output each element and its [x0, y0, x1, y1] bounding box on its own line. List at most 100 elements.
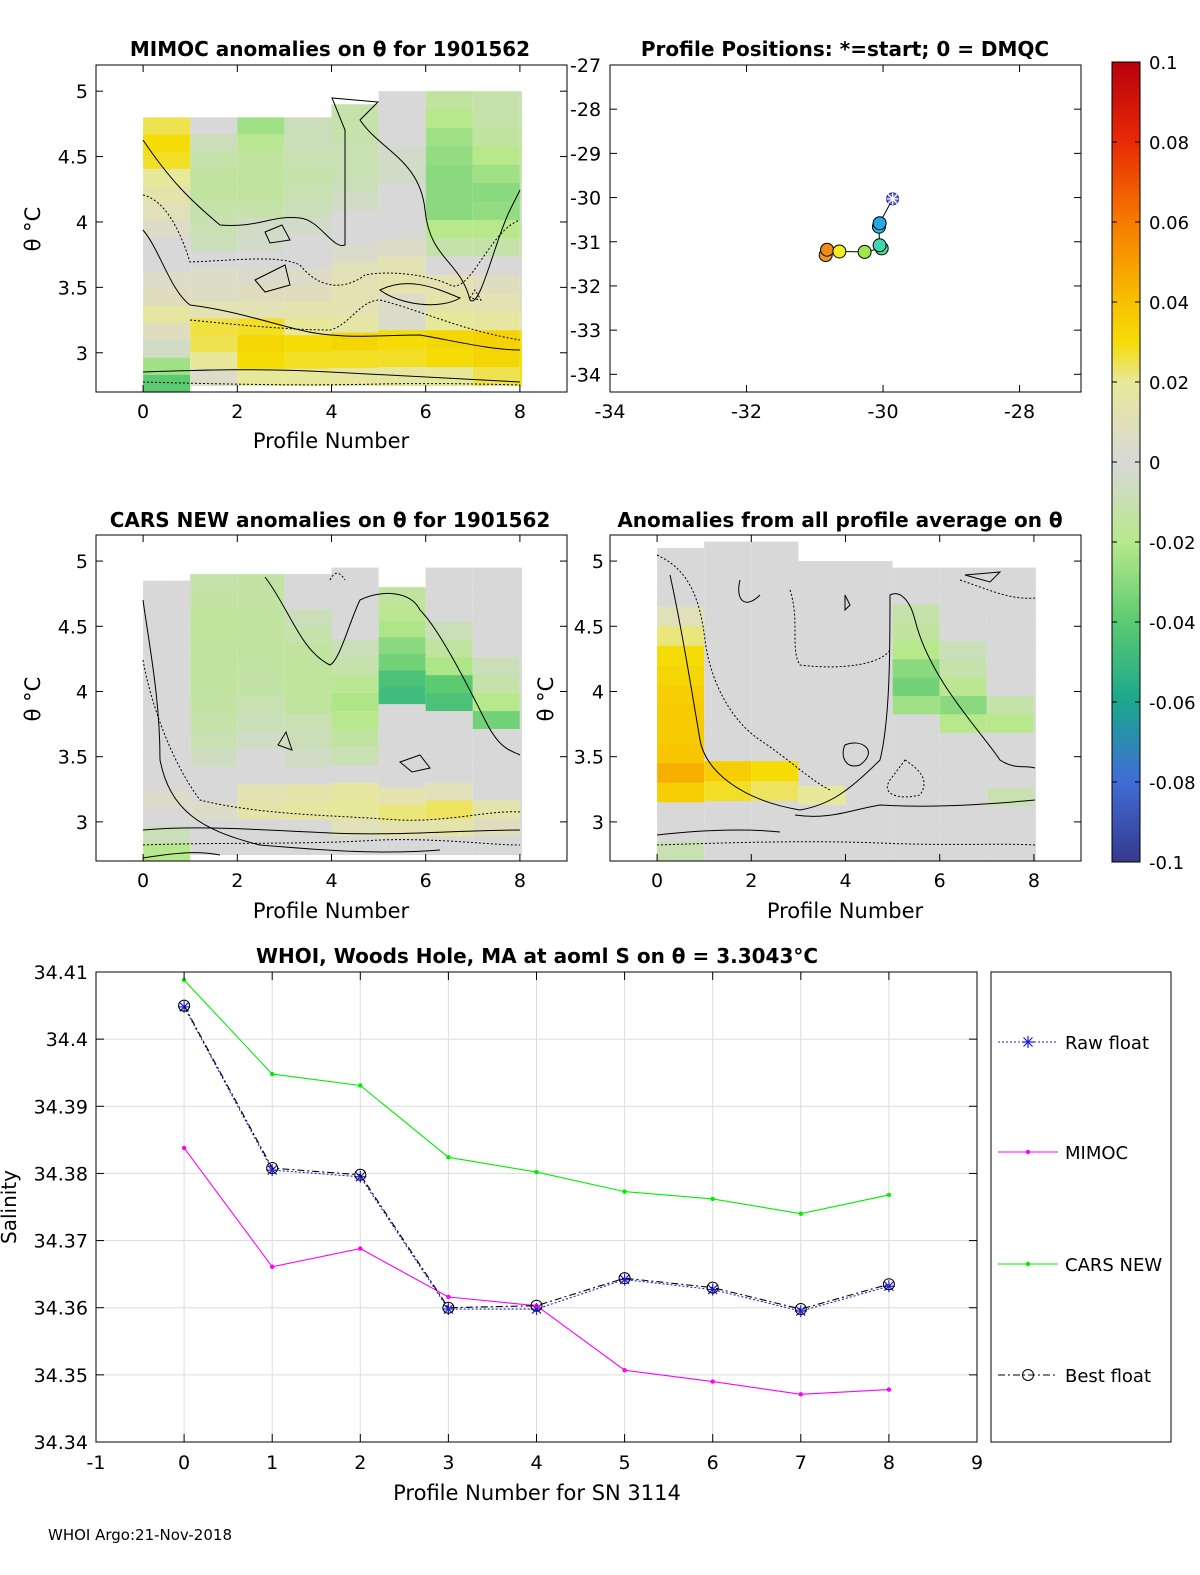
heatmap-cell: [237, 766, 285, 785]
x-tick-label: 0: [137, 870, 149, 892]
heatmap-cell: [1033, 824, 1036, 844]
heatmap-cell: [472, 675, 520, 694]
cars-title: CARS NEW anomalies on θ for 1901562: [110, 508, 551, 532]
heatmap-cell: [331, 693, 379, 712]
heatmap-cell: [378, 238, 426, 258]
heatmap-cell: [237, 626, 285, 645]
heatmap-cell: [704, 601, 752, 622]
heatmap-cell: [378, 330, 426, 350]
heatmap-cell: [284, 696, 332, 715]
footer-credit: WHOI Argo:21-Nov-2018: [48, 1526, 232, 1544]
heatmap-cell: [237, 117, 285, 135]
heatmap-cell: [939, 732, 987, 752]
heatmap-cell: [378, 620, 426, 638]
heatmap-cell: [798, 692, 846, 712]
heatmap-cell: [284, 184, 332, 202]
heatmap-cell: [143, 134, 191, 153]
heatmap-cell: [472, 800, 520, 820]
heatmap-cell: [143, 254, 191, 273]
data-point: [446, 1294, 451, 1300]
mimoc-contour: [142, 369, 521, 383]
heatmap-cell: [704, 761, 752, 782]
legend-label: Raw float: [1065, 1033, 1149, 1054]
heatmap-cell: [657, 704, 705, 725]
y-tick-label: 3: [76, 812, 88, 834]
heatmap-cell: [657, 665, 705, 686]
heatmap-cell: [237, 749, 285, 768]
heatmap-cell: [519, 238, 522, 258]
heatmap-cell: [892, 769, 940, 789]
y-tick-label: 34.37: [34, 1231, 88, 1253]
heatmap-cell: [331, 297, 379, 316]
colorbar-tick-label: 0.06: [1149, 213, 1189, 234]
heatmap-cell: [519, 219, 522, 239]
heatmap-cell: [1033, 640, 1036, 660]
heatmap-cell: [143, 220, 191, 239]
heatmap-cell: [378, 603, 426, 622]
allprofile-contour: [794, 799, 1036, 817]
heatmap-cell: [472, 621, 520, 640]
heatmap-cell: [331, 800, 379, 820]
heatmap-cell: [331, 657, 379, 676]
cars-contour: [399, 754, 431, 773]
heatmap-cell: [939, 640, 987, 660]
heatmap-cell: [190, 574, 238, 593]
heatmap-cell: [751, 681, 799, 702]
allprofile-contour: [789, 589, 891, 668]
heatmap-cell: [798, 636, 846, 656]
heatmap-cell: [892, 677, 940, 697]
heatmap-cell: [331, 728, 379, 748]
heatmap-cell: [657, 724, 705, 745]
axes-frame: [609, 64, 1082, 393]
heatmap-cell: [986, 695, 1034, 715]
heatmap-cell: [331, 209, 379, 228]
heatmap-cell: [143, 271, 191, 290]
profile-position-point: [872, 216, 887, 231]
heatmap-cell: [143, 374, 191, 393]
data-point: [706, 1283, 719, 1296]
heatmap-cell: [657, 645, 705, 666]
cars-contour: [277, 730, 293, 751]
heatmap-cell: [331, 315, 379, 334]
heatmap-cell: [143, 151, 191, 170]
heatmap-cell: [425, 367, 473, 387]
heatmap-cell: [378, 348, 426, 368]
mimoc-contour-lines: [142, 97, 521, 386]
heatmap-cell: [519, 256, 522, 276]
heatmap-cell: [378, 183, 426, 203]
heatmap-cell: [519, 311, 522, 331]
heatmap-cell: [425, 146, 473, 166]
heatmap-cell: [845, 636, 893, 656]
heatmap-cell: [143, 790, 191, 810]
salinity-ylabel: Salinity: [0, 1170, 21, 1244]
data-point: [442, 1301, 455, 1314]
data-point: [706, 1281, 719, 1294]
heatmap-cell: [425, 746, 473, 766]
heatmap-cell: [892, 604, 940, 624]
x-tick-label: 6: [420, 870, 432, 892]
heatmap-cell: [378, 219, 426, 239]
data-point: [178, 1000, 191, 1013]
heatmap-cell: [845, 654, 893, 675]
heatmap-cell: [331, 244, 379, 264]
heatmap-cell: [472, 711, 520, 730]
heatmap-cell: [1033, 769, 1036, 789]
heatmap-cell: [939, 824, 987, 844]
heatmap-cell: [798, 617, 846, 637]
heatmap-cell: [284, 714, 332, 733]
mimoc-contour: [142, 229, 521, 351]
heatmap-cell: [472, 330, 520, 350]
heatmap-cell: [143, 825, 191, 845]
heatmap-cell: [190, 661, 238, 680]
heatmap-cell: [284, 201, 332, 219]
data-point: [886, 1387, 892, 1392]
heatmap-cell: [190, 714, 238, 733]
heatmap-cell: [845, 786, 893, 806]
heatmap-cell: [237, 819, 285, 838]
heatmap-cell: [331, 746, 379, 766]
profile-position-point: [872, 238, 887, 253]
x-tick-label: 0: [178, 1452, 190, 1474]
heatmap-cell: [519, 818, 522, 838]
heatmap-cell: [190, 351, 238, 370]
heatmap-cell: [1033, 567, 1036, 587]
